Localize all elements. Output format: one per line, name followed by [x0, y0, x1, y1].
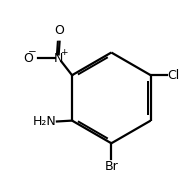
- Text: Br: Br: [104, 160, 118, 173]
- Text: +: +: [60, 48, 68, 57]
- Text: O: O: [55, 24, 64, 37]
- Text: −: −: [28, 46, 36, 57]
- Text: H₂N: H₂N: [32, 115, 56, 128]
- Text: Cl: Cl: [167, 69, 180, 82]
- Text: N: N: [54, 52, 63, 65]
- Text: O: O: [24, 52, 33, 65]
